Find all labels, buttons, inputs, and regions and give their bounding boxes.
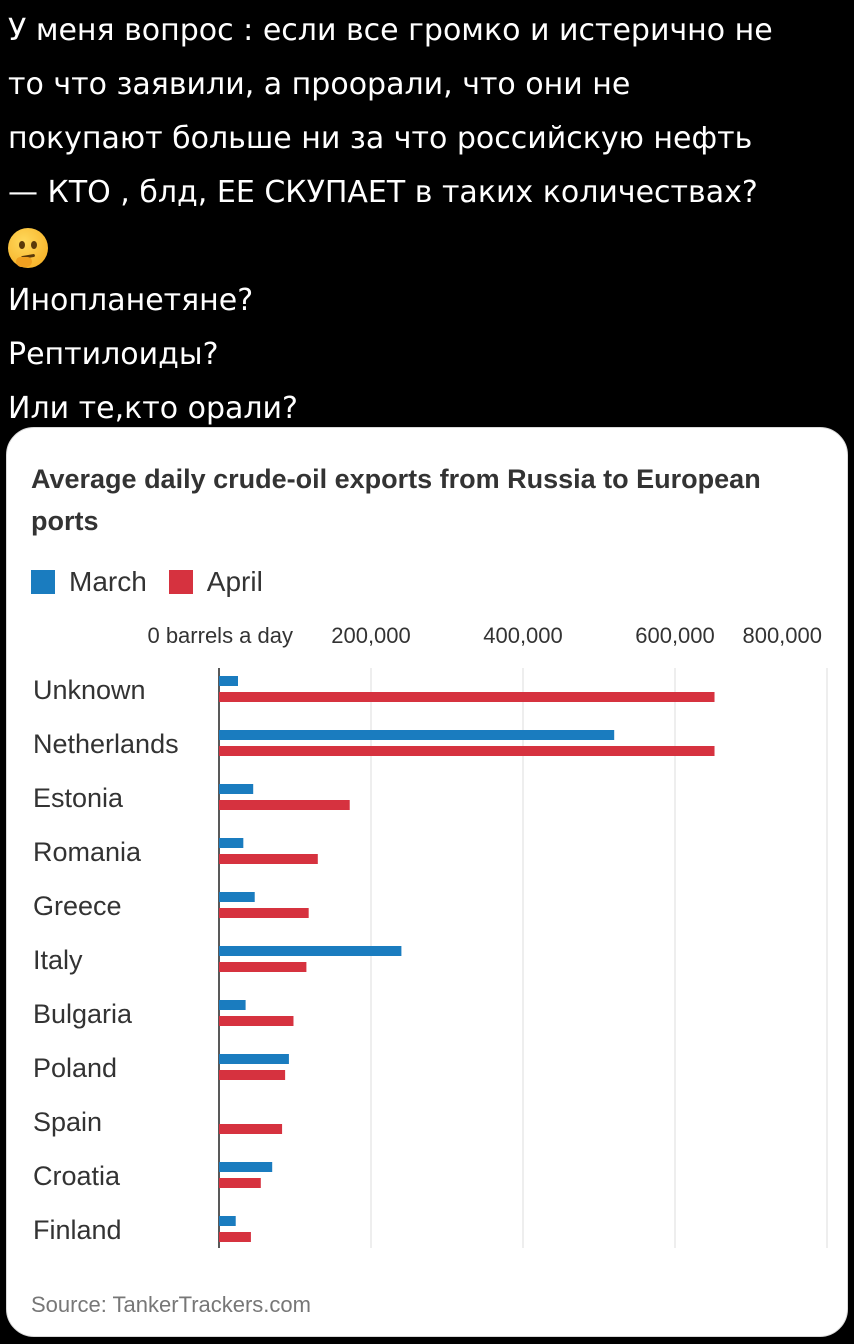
category-label: Greece (33, 891, 122, 921)
category-label: Croatia (33, 1161, 121, 1191)
bar-march (219, 892, 255, 902)
category-label: Unknown (33, 675, 146, 705)
bar-april (219, 1232, 251, 1242)
bar-chart: 0 barrels a day 200,000 400,000 600,000 800,… (33, 623, 828, 1248)
bar-april (219, 908, 309, 918)
bar-march (219, 1054, 289, 1064)
chart-image-card[interactable]: Average daily crude-oil exports from Rus… (6, 427, 848, 1337)
legend-swatch-march (31, 570, 55, 594)
legend-label-april: April (206, 566, 263, 597)
bar-march (219, 1000, 246, 1010)
bar-april (219, 1178, 261, 1188)
bar-march (219, 946, 402, 956)
post-text: У меня вопрос : если все громко и истери… (8, 4, 848, 436)
chart-source: Source: TankerTrackers.com (31, 1292, 311, 1317)
bar-march (219, 1216, 236, 1226)
bar-march (219, 730, 615, 740)
x-tick-label: 800,000 (742, 623, 822, 648)
category-label: Bulgaria (33, 999, 133, 1029)
category-label: Netherlands (33, 729, 179, 759)
category-label: Romania (33, 837, 142, 867)
bar-march (219, 784, 254, 794)
bar-april (219, 1016, 294, 1026)
category-label: Poland (33, 1053, 117, 1083)
post-line: — КТО , блд, ЕЕ СКУПАЕТ в таких количест… (8, 175, 758, 210)
bar-april (219, 1124, 283, 1134)
post-line: то что заявили, а проорали, что они не (8, 67, 631, 102)
x-tick-label: 200,000 (331, 623, 411, 648)
post-line: Рептилоиды? (8, 337, 219, 372)
bar-march (219, 838, 244, 848)
legend-swatch-april (168, 570, 193, 594)
category-label: Spain (33, 1107, 102, 1137)
post-line: У меня вопрос : если все громко и истери… (8, 13, 773, 48)
bar-april (219, 1070, 286, 1080)
bar-april (219, 800, 350, 810)
legend-label-march: March (69, 566, 147, 597)
post-line: покупают больше ни за что российскую неф… (8, 121, 753, 156)
thinking-face-icon (8, 227, 48, 268)
bar-april (219, 962, 307, 972)
bar-april (219, 692, 715, 702)
chart-title: Average daily crude-oil exports from Rus… (31, 464, 761, 536)
bar-april (219, 854, 318, 864)
bar-march (219, 1162, 273, 1172)
bar-april (219, 746, 715, 756)
x-tick-label: 0 barrels a day (147, 623, 293, 648)
x-tick-label: 400,000 (483, 623, 563, 648)
post-line: Или те,кто орали? (8, 391, 298, 426)
category-label: Italy (33, 945, 83, 975)
x-tick-label: 600,000 (635, 623, 715, 648)
category-label: Finland (33, 1215, 122, 1245)
category-label: Estonia (33, 783, 124, 813)
chart-legend: March April (31, 566, 285, 598)
post-line: Инопланетяне? (8, 283, 254, 318)
bar-march (219, 676, 238, 686)
